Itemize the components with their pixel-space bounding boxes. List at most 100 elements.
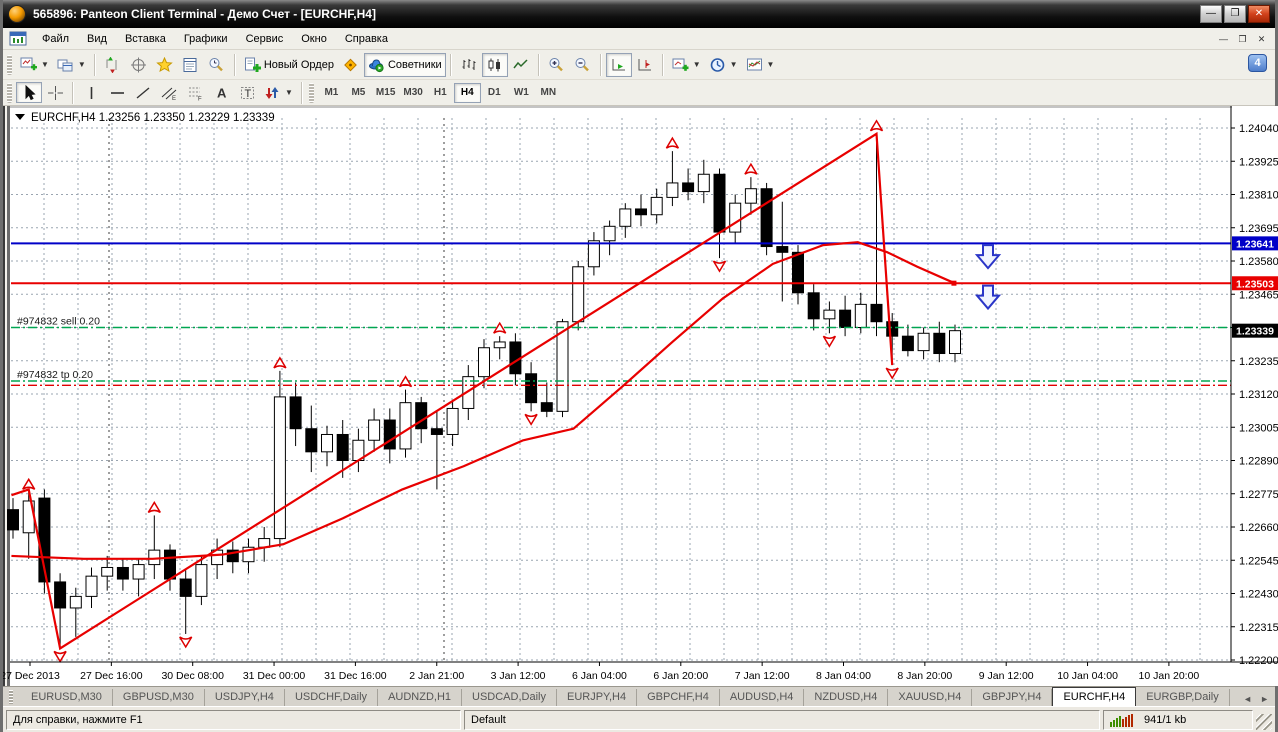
timeframe-d1-button[interactable]: D1 — [487, 86, 501, 98]
zoom-in-button[interactable] — [544, 53, 570, 77]
chart-tab-usdcad-daily[interactable]: USDCAD,Daily — [462, 689, 557, 706]
bull-candle — [854, 303, 867, 329]
chart-tab-eurgbp-daily[interactable]: EURGBP,Daily — [1136, 689, 1230, 706]
cursor-button[interactable] — [16, 82, 42, 103]
arrows-tool-button[interactable]: ▼ — [260, 82, 297, 103]
menu-сервис[interactable]: Сервис — [245, 32, 284, 45]
indicators-button[interactable]: ▼ — [668, 53, 705, 77]
trend-line-button[interactable] — [130, 82, 156, 103]
maximize-button[interactable]: ❐ — [1224, 5, 1246, 23]
mdi-close-button[interactable]: ✕ — [1257, 34, 1266, 44]
chart-tab-audusd-h4[interactable]: AUDUSD,H4 — [720, 689, 805, 706]
text-label-button[interactable]: T — [234, 82, 260, 103]
symbol-collapse-icon[interactable] — [15, 114, 25, 120]
crosshair-button[interactable] — [42, 82, 68, 103]
expert-advisors-button[interactable]: Советники — [363, 52, 446, 77]
strategy-tester-button[interactable] — [204, 53, 230, 77]
timeframe-mn-button[interactable]: MN — [540, 86, 557, 98]
menu-справка[interactable]: Справка — [344, 32, 388, 45]
mdi-restore-button[interactable]: ❐ — [1238, 34, 1247, 44]
dropdown-caret-icon[interactable]: ▼ — [41, 60, 49, 69]
chart-tab-gbpchf-h4[interactable]: GBPCHF,H4 — [637, 689, 720, 706]
metaeditor-button[interactable] — [338, 53, 364, 77]
dropdown-caret-icon[interactable]: ▼ — [692, 60, 701, 69]
connection-bars-icon — [1110, 713, 1133, 727]
chart-info-line: EURCHF,H4 1.23256 1.23350 1.23229 1.2333… — [31, 112, 275, 124]
notification-badge[interactable]: 4 — [1248, 54, 1267, 72]
chart-tab-gbpjpy-h4[interactable]: GBPJPY,H4 — [972, 689, 1053, 706]
bear-candle — [870, 303, 883, 323]
timeframe-m15-button[interactable]: M15 — [375, 86, 396, 98]
price-chart[interactable]: #974832 sell 0.20 #974832 tp 0.20 1.24040 1… — [3, 106, 1278, 686]
resize-grip[interactable] — [1256, 714, 1272, 730]
bull-candle — [242, 546, 255, 563]
chart-tab-usdjpy-h4[interactable]: USDJPY,H4 — [205, 689, 285, 706]
trade-level-label: #974832 tp 0.20 — [17, 369, 93, 381]
close-button[interactable]: ✕ — [1248, 5, 1270, 23]
chart-area[interactable]: #974832 sell 0.20 #974832 tp 0.20 1.24040 1… — [3, 106, 1278, 686]
title-bar[interactable]: 565896: Panteon Client Terminal - Демо С… — [3, 0, 1275, 28]
window-title: 565896: Panteon Client Terminal - Демо С… — [33, 7, 376, 21]
templates-button[interactable]: ▼ — [742, 53, 779, 77]
auto-scroll-button[interactable] — [605, 52, 632, 77]
new-chart-button[interactable]: ▼ — [16, 53, 53, 77]
horizontal-line-button[interactable] — [104, 82, 130, 103]
menu-вид[interactable]: Вид — [87, 32, 107, 45]
toolbar-separator — [72, 81, 74, 104]
menu-окно[interactable]: Окно — [301, 32, 327, 45]
chart-tab-audnzd-h1[interactable]: AUDNZD,H1 — [378, 689, 463, 706]
chartshift-icon — [636, 57, 653, 73]
chart-tab-eurjpy-h4[interactable]: EURJPY,H4 — [557, 689, 638, 706]
time-axis-label: 8 Jan 04:00 — [816, 670, 871, 682]
timeframe-h1-button[interactable]: H1 — [433, 86, 447, 98]
price-axis-label: 1.23925 — [1239, 156, 1278, 168]
menu-графики[interactable]: Графики — [183, 32, 228, 45]
bear-candle — [305, 428, 318, 453]
text-button[interactable]: A — [208, 82, 234, 103]
bear-candle — [760, 188, 773, 248]
price-axis-label: 1.24040 — [1239, 123, 1278, 135]
mdi-minimize-button[interactable]: — — [1219, 34, 1228, 44]
chart-tab-eurchf-h4[interactable]: EURCHF,H4 — [1052, 687, 1137, 706]
tab-scroll-right-button[interactable]: ► — [1260, 694, 1269, 704]
chart-tab-nzdusd-h4[interactable]: NZDUSD,H4 — [804, 689, 889, 706]
chart-tab-xauusd-h4[interactable]: XAUUSD,H4 — [888, 689, 973, 706]
line-chart-mode-button[interactable] — [508, 53, 534, 77]
candle-chart-mode-button[interactable] — [481, 52, 508, 77]
timeframe-m5-button[interactable]: M5 — [351, 86, 366, 98]
dropdown-caret-icon[interactable]: ▼ — [766, 60, 775, 69]
menu-файл[interactable]: Файл — [42, 32, 70, 45]
timeframe-m30-button[interactable]: M30 — [403, 86, 423, 98]
terminal-button[interactable] — [178, 53, 204, 77]
dropdown-caret-icon[interactable]: ▼ — [729, 60, 738, 69]
minimize-button[interactable]: — — [1200, 5, 1222, 23]
bar-chart-mode-button[interactable] — [456, 53, 482, 77]
timeframe-w1-button[interactable]: W1 — [513, 86, 529, 98]
ma-endpoint-dot — [951, 280, 957, 286]
menu-вставка[interactable]: Вставка — [124, 32, 166, 45]
terminal-icon — [182, 57, 199, 73]
chart-tab-gbpusd-m30[interactable]: GBPUSD,M30 — [113, 689, 205, 706]
chart-tab-usdchf-daily[interactable]: USDCHF,Daily — [285, 689, 379, 706]
fibonacci-button[interactable]: F — [182, 82, 208, 103]
equidistant-channel-button[interactable]: E — [156, 82, 182, 103]
app-logo-icon — [8, 5, 26, 23]
chart-shift-button[interactable] — [632, 53, 658, 77]
navigator-button[interactable] — [152, 53, 178, 77]
data-window-button[interactable] — [126, 53, 152, 77]
vertical-line-button[interactable] — [78, 82, 104, 103]
chart-tab-eurusd-m30[interactable]: EURUSD,M30 — [21, 689, 113, 706]
toolbar-separator — [661, 53, 664, 76]
periods-button[interactable]: ▼ — [705, 53, 742, 77]
tab-scroll-left-button[interactable]: ◄ — [1243, 694, 1253, 704]
new-order-button[interactable]: Новый Ордер — [240, 53, 338, 77]
timeframe-m1-button[interactable]: M1 — [324, 86, 339, 98]
zoom-out-button[interactable] — [570, 53, 596, 77]
timeframe-h4-button[interactable]: H4 — [453, 82, 481, 103]
bull-candle — [917, 332, 930, 352]
dropdown-caret-icon[interactable]: ▼ — [285, 88, 293, 97]
status-profile[interactable]: Default — [464, 709, 1100, 730]
profiles-button[interactable]: ▼ — [53, 53, 90, 77]
market-watch-button[interactable] — [100, 53, 126, 77]
dropdown-caret-icon[interactable]: ▼ — [77, 60, 86, 69]
